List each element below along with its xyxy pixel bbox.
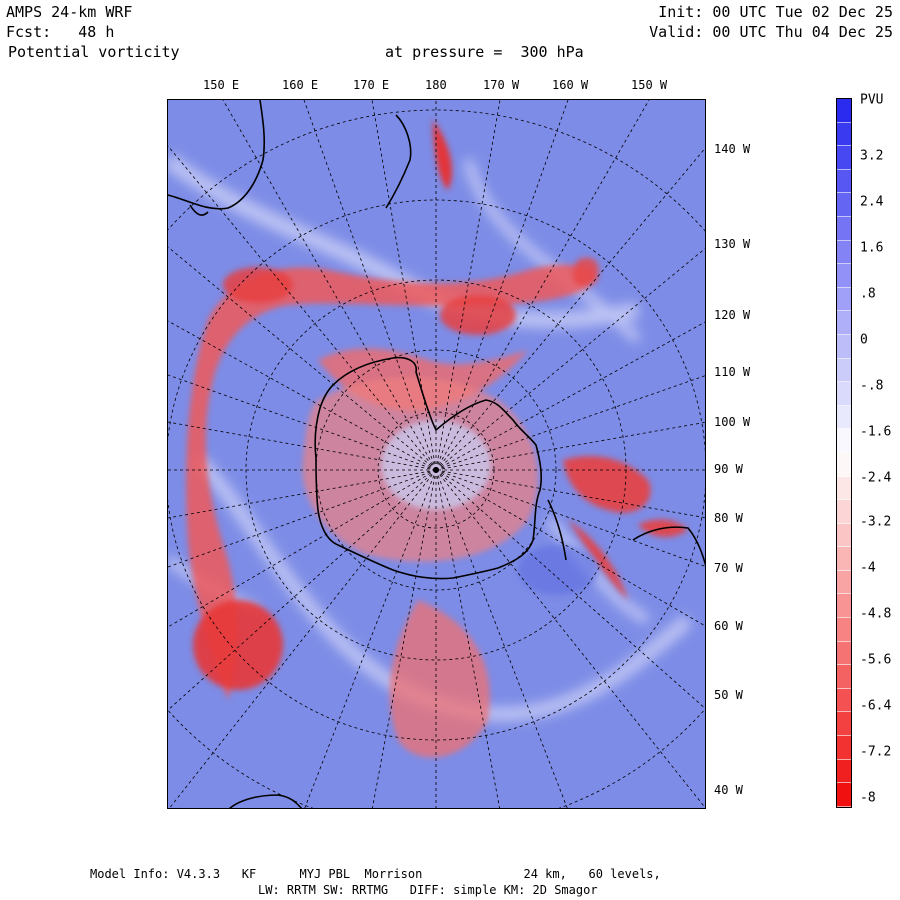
- lon-label-170w: 170 W: [483, 78, 520, 92]
- colorbar-segment: [837, 122, 851, 147]
- south-america-coast-east: [632, 526, 705, 566]
- model-title: AMPS 24-km WRF: [6, 3, 133, 21]
- colorbar-segment: [837, 311, 851, 335]
- pv-colorbar: [836, 98, 852, 808]
- pv-map-svg: [168, 100, 705, 808]
- colorbar-label: -7.2: [860, 744, 892, 760]
- colorbar-segment: [837, 264, 851, 288]
- model-info-line1: Model Info: V4.3.3 KF MYJ PBL Morrison 2…: [90, 867, 661, 881]
- valid-time: Valid: 00 UTC Thu 04 Dec 25: [649, 23, 893, 41]
- colorbar-label: .8: [860, 286, 876, 302]
- colorbar-segment: [837, 594, 851, 619]
- lon-label-60w: 60 W: [714, 619, 743, 633]
- forecast-hour: Fcst: 48 h: [6, 23, 115, 41]
- lon-label-90w: 90 W: [714, 462, 743, 476]
- colorbar-label: 3.2: [860, 148, 884, 164]
- lon-label-160e: 160 E: [282, 78, 319, 92]
- lon-label-130w: 130 W: [714, 237, 751, 251]
- tasmania-coast: [189, 204, 209, 216]
- south-america-coast: [547, 499, 567, 561]
- lon-label-160w: 160 W: [552, 78, 589, 92]
- colorbar-segment: [837, 783, 851, 807]
- colorbar-segment: [837, 405, 851, 430]
- colorbar-label: 1.6: [860, 240, 884, 256]
- negative-pv-regions: [186, 120, 688, 758]
- lon-label-150e: 150 E: [203, 78, 240, 92]
- colorbar-segment: [837, 759, 851, 784]
- lon-label-150w: 150 W: [631, 78, 668, 92]
- colorbar-segment: [837, 547, 851, 571]
- lon-label-70w: 70 W: [714, 561, 743, 575]
- colorbar-segment: [837, 736, 851, 760]
- init-time: Init: 00 UTC Tue 02 Dec 25: [658, 3, 893, 21]
- colorbar-segment: [837, 500, 851, 524]
- lon-label-80w: 80 W: [714, 511, 743, 525]
- lon-label-40w: 40 W: [714, 783, 743, 797]
- colorbar-label: -3.2: [860, 514, 892, 530]
- colorbar-segment: [837, 99, 851, 123]
- colorbar-segment: [837, 240, 851, 265]
- lon-label-100w: 100 W: [714, 415, 751, 429]
- colorbar-segment: [837, 146, 851, 170]
- colorbar-segment: [837, 169, 851, 194]
- colorbar-label: -4: [860, 560, 876, 576]
- australia-coast: [168, 100, 266, 210]
- colorbar-segment: [837, 382, 851, 406]
- meridians: [168, 100, 705, 808]
- colorbar-label: -5.6: [860, 652, 892, 668]
- colorbar-segment: [837, 334, 851, 359]
- colorbar-label: -2.4: [860, 470, 892, 486]
- colorbar-segment: [837, 429, 851, 453]
- lon-label-180: 180: [425, 78, 447, 92]
- colorbar-segment: [837, 688, 851, 713]
- lon-label-120w: 120 W: [714, 308, 751, 322]
- colorbar-segment: [837, 476, 851, 501]
- lon-label-140w: 140 W: [714, 142, 751, 156]
- colorbar-segment: [837, 618, 851, 642]
- colorbar-segment: [837, 193, 851, 217]
- colorbar-segment: [837, 358, 851, 383]
- colorbar-segment: [837, 452, 851, 477]
- colorbar-segment: [837, 216, 851, 241]
- colorbar-label: -6.4: [860, 698, 892, 714]
- colorbar-label: 0: [860, 332, 868, 348]
- colorbar-label: 2.4: [860, 194, 884, 210]
- coastlines: [168, 100, 705, 808]
- field-name: Potential vorticity: [8, 43, 180, 61]
- pv-map: [167, 99, 706, 809]
- colorbar-segment: [837, 570, 851, 595]
- lon-label-170e: 170 E: [353, 78, 390, 92]
- colorbar-segment: [837, 523, 851, 548]
- model-info-line2: LW: RRTM SW: RRTMG DIFF: simple KM: 2D S…: [258, 883, 598, 897]
- antarctica-coast: [314, 356, 543, 580]
- colorbar-segment: [837, 665, 851, 689]
- pressure-level: at pressure = 300 hPa: [385, 43, 584, 61]
- colorbar-label: -4.8: [860, 606, 892, 622]
- colorbar-label: -.8: [860, 378, 884, 394]
- colorbar-segment: [837, 287, 851, 312]
- colorbar-unit: PVU: [860, 92, 884, 108]
- colorbar-label: -8: [860, 790, 876, 806]
- positive-pv-core: [381, 420, 598, 595]
- colorbar-segment: [837, 641, 851, 666]
- lon-label-50w: 50 W: [714, 688, 743, 702]
- lon-label-110w: 110 W: [714, 365, 751, 379]
- africa-coast: [229, 794, 303, 808]
- new-zealand-coast: [385, 114, 412, 209]
- colorbar-segment: [837, 712, 851, 737]
- colorbar-label: -1.6: [860, 424, 892, 440]
